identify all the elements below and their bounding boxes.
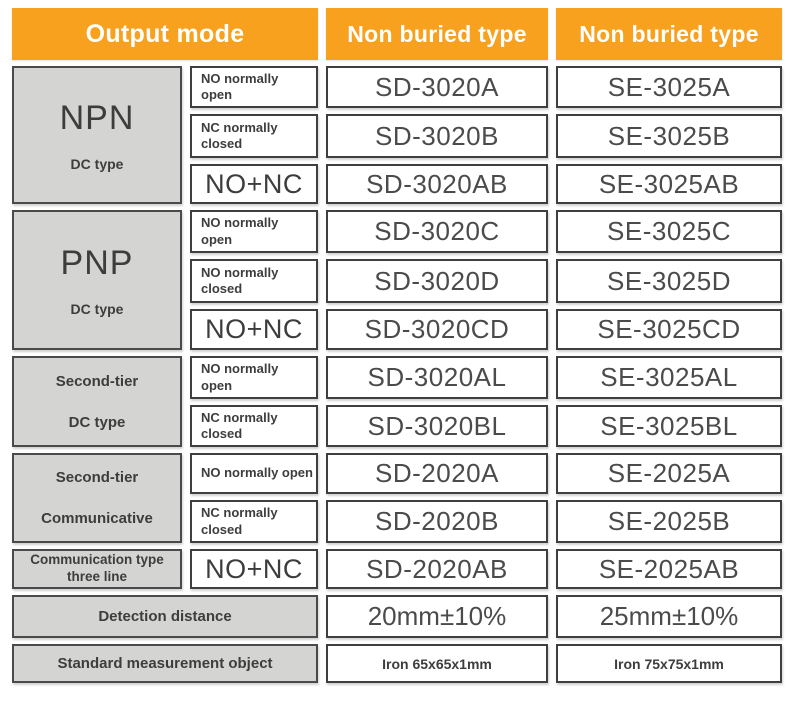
- model-cell-sd: SD-3020CD: [326, 309, 548, 350]
- mode-cell: NO+NC: [190, 164, 318, 204]
- model-cell-sd: SD-2020A: [326, 453, 548, 494]
- mode-cell: NC normally closed: [190, 500, 318, 543]
- mode-cell: NO+NC: [190, 549, 318, 589]
- row-group-communication-three-line: Communication type three line: [12, 549, 182, 589]
- group-subtitle: DC type: [70, 300, 124, 317]
- group-subtitle: Communicative: [41, 510, 153, 527]
- model-cell-sd: SD-3020D: [326, 259, 548, 303]
- group-subtitle: DC type: [70, 155, 124, 172]
- model-cell-se: SE-3025C: [556, 210, 782, 253]
- group-title: NPN: [59, 98, 135, 137]
- group-title: Communication type three line: [30, 552, 164, 584]
- model-cell-sd: SD-2020AB: [326, 549, 548, 589]
- mode-cell: NO normally open: [190, 210, 318, 253]
- detection-distance-sd: 20mm±10%: [326, 595, 548, 638]
- model-cell-se: SE-3025A: [556, 66, 782, 108]
- header-output-mode: Output mode: [12, 8, 318, 60]
- mode-cell: NO normally open: [190, 356, 318, 399]
- model-cell-se: SE-2025B: [556, 500, 782, 543]
- model-cell-sd: SD-3020AL: [326, 356, 548, 399]
- group-title: PNP: [60, 243, 134, 282]
- standard-measurement-label: Standard measurement object: [12, 644, 318, 683]
- model-cell-se: SE-3025BL: [556, 405, 782, 447]
- mode-cell: NO normally open: [190, 453, 318, 494]
- header-sd-column: Non buried type: [326, 8, 548, 60]
- model-cell-sd: SD-2020B: [326, 500, 548, 543]
- row-group-pnp-dc: PNP DC type: [12, 210, 182, 350]
- model-cell-sd: SD-3020B: [326, 114, 548, 158]
- mode-cell: NO normally closed: [190, 259, 318, 303]
- row-group-npn-dc: NPN DC type: [12, 66, 182, 204]
- model-cell-sd: SD-3020BL: [326, 405, 548, 447]
- spec-table: Output mode Non buried type Non buried t…: [12, 8, 782, 683]
- model-cell-se: SE-3025D: [556, 259, 782, 303]
- model-cell-sd: SD-3020AB: [326, 164, 548, 204]
- detection-distance-se: 25mm±10%: [556, 595, 782, 638]
- model-cell-se: SE-3025CD: [556, 309, 782, 350]
- standard-measurement-se: Iron 75x75x1mm: [556, 644, 782, 683]
- standard-measurement-sd: Iron 65x65x1mm: [326, 644, 548, 683]
- model-cell-se: SE-3025AB: [556, 164, 782, 204]
- detection-distance-label: Detection distance: [12, 595, 318, 638]
- model-cell-se: SE-3025AL: [556, 356, 782, 399]
- group-title: Second-tier: [55, 469, 139, 486]
- model-cell-sd: SD-3020A: [326, 66, 548, 108]
- mode-cell: NO+NC: [190, 309, 318, 350]
- model-cell-se: SE-3025B: [556, 114, 782, 158]
- header-se-column: Non buried type: [556, 8, 782, 60]
- model-cell-sd: SD-3020C: [326, 210, 548, 253]
- row-group-second-tier-dc: Second-tier DC type: [12, 356, 182, 447]
- model-cell-se: SE-2025A: [556, 453, 782, 494]
- mode-cell: NO normally open: [190, 66, 318, 108]
- row-group-second-tier-communicative: Second-tier Communicative: [12, 453, 182, 543]
- mode-cell: NC normally closed: [190, 114, 318, 158]
- model-cell-se: SE-2025AB: [556, 549, 782, 589]
- group-title: Second-tier: [55, 372, 139, 390]
- group-subtitle: DC type: [68, 413, 126, 431]
- mode-cell: NC normally closed: [190, 405, 318, 447]
